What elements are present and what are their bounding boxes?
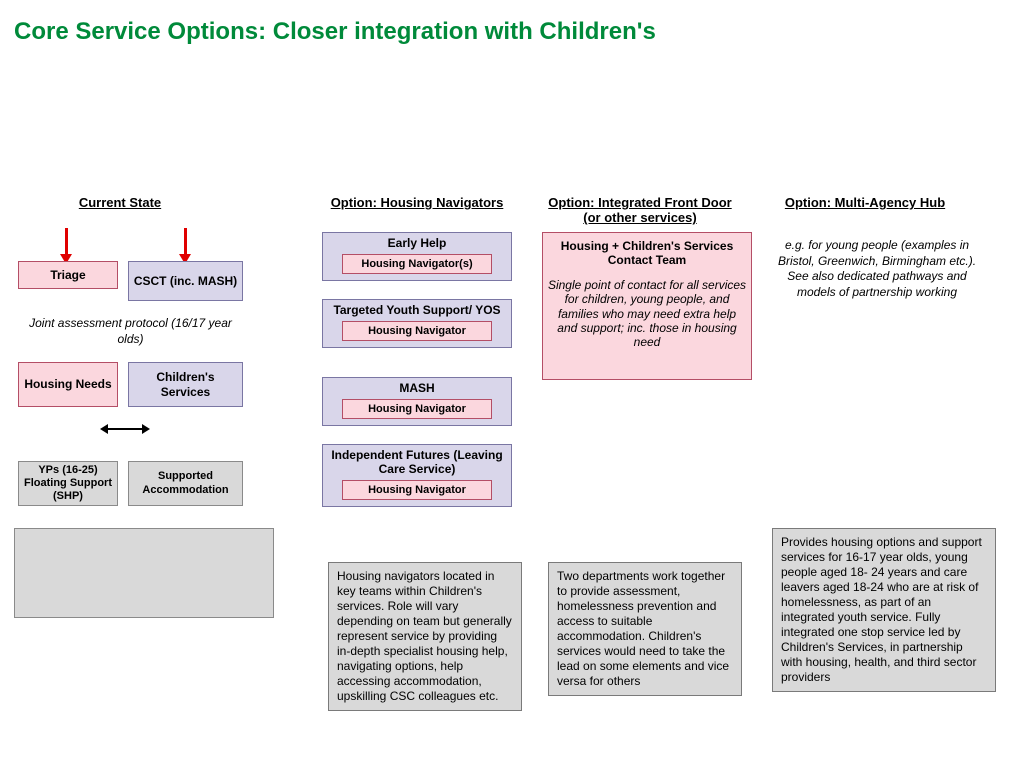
nav-box-title: Targeted Youth Support/ YOS: [329, 303, 505, 317]
col-header-hub: Option: Multi-Agency Hub: [775, 195, 955, 210]
page-title: Core Service Options: Closer integration…: [14, 18, 656, 46]
nav-box: Early Help Housing Navigator(s): [322, 232, 512, 281]
frontdoor-title: Housing + Children's Services Contact Te…: [547, 239, 747, 268]
box-yps: YPs (16-25) Floating Support (SHP): [18, 461, 118, 506]
nav-box-pill: Housing Navigator: [342, 399, 492, 419]
nav-box-pill: Housing Navigator: [342, 321, 492, 341]
nav-box: Targeted Youth Support/ YOS Housing Navig…: [322, 299, 512, 348]
nav-box-title: Independent Futures (Leaving Care Servic…: [329, 448, 505, 476]
box-supported-accom: Supported Accommodation: [128, 461, 243, 506]
box-blank-grey: [14, 528, 274, 618]
note-hub: e.g. for young people (examples in Brist…: [772, 238, 982, 300]
nav-box: Independent Futures (Leaving Care Servic…: [322, 444, 512, 507]
box-triage: Triage: [18, 261, 118, 289]
nav-box-pill: Housing Navigator(s): [342, 254, 492, 274]
box-housing-needs: Housing Needs: [18, 362, 118, 407]
double-arrow-icon: [108, 428, 142, 430]
col-header-navigators: Option: Housing Navigators: [322, 195, 512, 210]
desc-frontdoor: Two departments work together to provide…: [548, 562, 742, 696]
desc-navigators: Housing navigators located in key teams …: [328, 562, 522, 711]
box-csct: CSCT (inc. MASH): [128, 261, 243, 301]
col-header-current: Current State: [60, 195, 180, 210]
frontdoor-body: Single point of contact for all services…: [547, 278, 747, 350]
nav-box-title: Early Help: [329, 236, 505, 250]
box-childrens-services: Children's Services: [128, 362, 243, 407]
nav-box-title: MASH: [329, 381, 505, 395]
note-joint-assessment: Joint assessment protocol (16/17 year ol…: [18, 316, 243, 347]
desc-hub: Provides housing options and support ser…: [772, 528, 996, 692]
nav-box-pill: Housing Navigator: [342, 480, 492, 500]
col-header-frontdoor: Option: Integrated Front Door (or other …: [540, 195, 740, 225]
nav-box: MASH Housing Navigator: [322, 377, 512, 426]
box-frontdoor-contact: Housing + Children's Services Contact Te…: [542, 232, 752, 380]
